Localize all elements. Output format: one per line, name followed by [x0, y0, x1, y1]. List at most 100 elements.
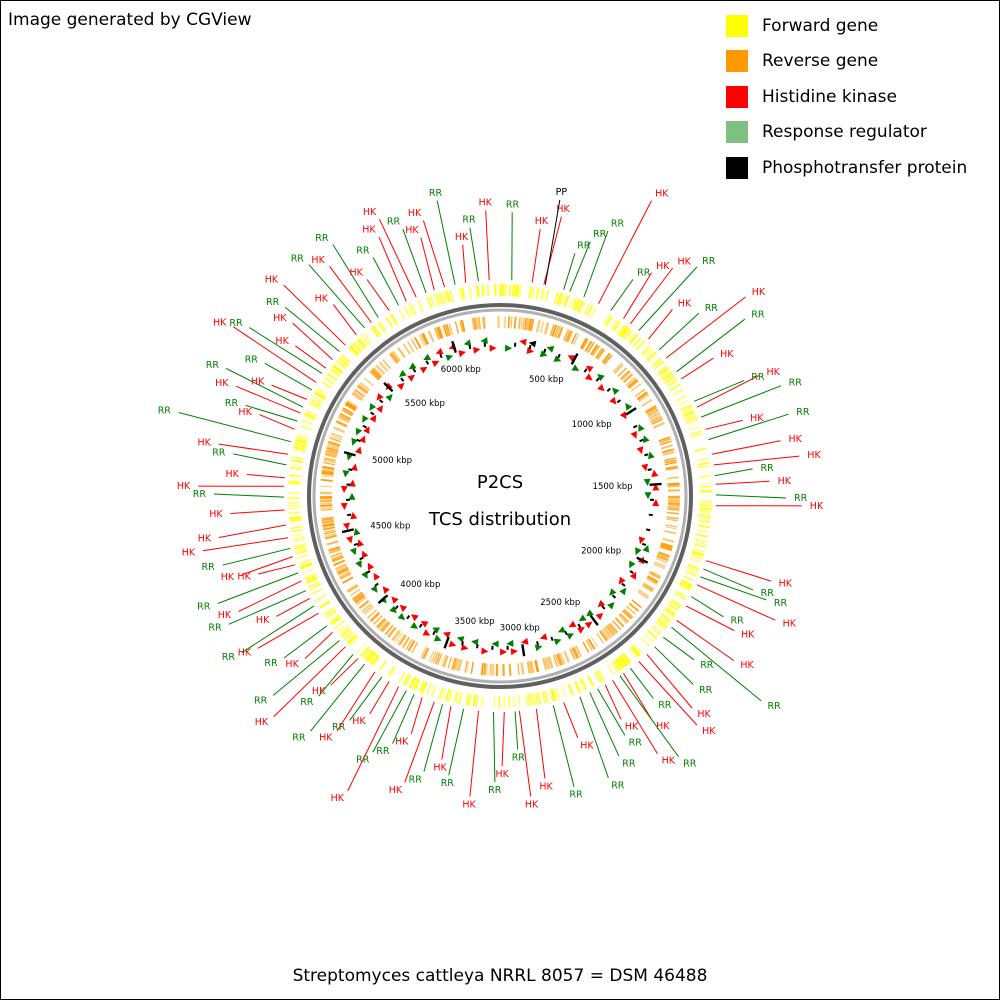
forward-gene-mark [675, 590, 687, 598]
tcs-marker [651, 469, 659, 477]
forward-gene-mark [640, 637, 651, 647]
tcs-gene-label: HK [352, 716, 366, 727]
reverse-gene-mark [552, 655, 558, 667]
forward-gene-mark [681, 406, 693, 414]
forward-gene-mark [618, 325, 628, 337]
forward-gene-mark [294, 443, 307, 449]
tcs-marker [642, 544, 650, 553]
reverse-gene-mark [528, 661, 533, 674]
forward-gene-mark [699, 514, 712, 518]
tcs-callout-line [544, 199, 561, 285]
forward-gene-mark [696, 529, 710, 534]
forward-gene-mark [633, 643, 643, 654]
tcs-gene-label: HK [237, 572, 251, 583]
forward-gene-mark [339, 356, 350, 366]
reverse-gene-mark [560, 652, 566, 664]
reverse-gene-mark [394, 632, 403, 643]
forward-gene-mark [650, 626, 661, 636]
tcs-marker [385, 382, 393, 390]
tcs-marker [361, 550, 369, 559]
reverse-gene-track [319, 315, 681, 676]
major-tick [343, 450, 356, 457]
forward-gene-mark [295, 546, 308, 553]
forward-gene-mark [293, 542, 306, 548]
forward-gene-mark [306, 576, 318, 584]
tcs-gene-label: HK [455, 232, 469, 243]
reverse-gene-mark [556, 653, 563, 666]
forward-gene-mark [674, 592, 686, 601]
forward-gene-mark [684, 570, 697, 577]
reverse-gene-mark [323, 526, 336, 531]
tcs-gene-label: HK [479, 197, 493, 208]
forward-gene-mark [430, 685, 437, 698]
tcs-marker [445, 354, 454, 362]
reverse-gene-mark [643, 582, 655, 591]
tcs-marker [652, 499, 660, 507]
reverse-gene-mark [570, 332, 578, 345]
reverse-gene-mark [478, 317, 482, 330]
reverse-gene-mark [662, 537, 675, 543]
tcs-callout-line [392, 694, 415, 744]
reverse-gene-mark [421, 332, 430, 345]
tcs-callout-line [612, 680, 658, 754]
forward-gene-mark [315, 593, 327, 602]
reverse-gene-mark [485, 663, 488, 676]
reverse-gene-mark [320, 508, 333, 511]
tcs-callout-line [623, 272, 653, 320]
reverse-gene-mark [605, 625, 615, 637]
reverse-gene-mark [649, 571, 661, 580]
reverse-gene-mark [359, 381, 371, 392]
forward-gene-mark [680, 404, 692, 412]
tcs-marker [609, 588, 617, 596]
tcs-marker [367, 562, 375, 571]
reverse-gene-mark [627, 379, 639, 389]
reverse-gene-mark [389, 353, 398, 364]
forward-gene-mark [544, 690, 549, 703]
forward-gene-mark [343, 631, 354, 641]
tcs-callout-line [283, 284, 346, 346]
forward-gene-mark [294, 544, 307, 550]
tcs-gene-label: HK [656, 721, 670, 732]
reverse-gene-mark [392, 631, 401, 642]
tcs-gene-label: HK [433, 763, 447, 774]
tcs-marker [473, 346, 481, 354]
reverse-gene-mark [442, 655, 449, 668]
reverse-gene-mark [513, 316, 517, 329]
tcs-gene-label: RR [291, 254, 305, 265]
minor-tick [595, 377, 600, 382]
reverse-gene-mark [665, 526, 678, 530]
reverse-gene-mark [517, 662, 520, 676]
minor-tick [418, 623, 423, 628]
tcs-gene-label: HK [662, 756, 676, 767]
forward-gene-mark [567, 683, 574, 696]
forward-gene-mark [353, 341, 363, 352]
forward-gene-mark [315, 389, 328, 398]
tcs-marker [361, 571, 368, 579]
forward-gene-mark [695, 538, 708, 543]
reverse-gene-mark [341, 409, 353, 417]
forward-gene-mark [387, 665, 395, 677]
tcs-marker [355, 560, 362, 568]
reverse-gene-mark [654, 561, 666, 567]
forward-gene-mark [535, 287, 540, 300]
forward-gene-mark [654, 360, 665, 370]
reverse-gene-mark [410, 641, 419, 654]
reverse-gene-mark [508, 663, 512, 676]
tcs-callout-line [304, 632, 333, 660]
reverse-gene-mark [535, 320, 541, 333]
tcs-callout-line [671, 626, 762, 702]
reverse-gene-mark [437, 326, 444, 339]
tcs-gene-label: RR [794, 493, 808, 504]
reverse-gene-mark [590, 344, 599, 356]
tcs-marker [521, 637, 529, 645]
tcs-marker [353, 527, 361, 536]
tick-label: 6000 kbp [441, 365, 481, 375]
forward-gene-mark [359, 336, 369, 347]
tcs-callout-line [518, 711, 532, 797]
reverse-gene-mark [327, 442, 340, 449]
tcs-gene-label: HK [350, 268, 364, 279]
legend-label: Response regulator [762, 122, 927, 143]
tcs-callout-line [715, 494, 787, 499]
tcs-marker [489, 344, 497, 352]
legend-item-histidine-kinase: Histidine kinase [726, 79, 967, 115]
